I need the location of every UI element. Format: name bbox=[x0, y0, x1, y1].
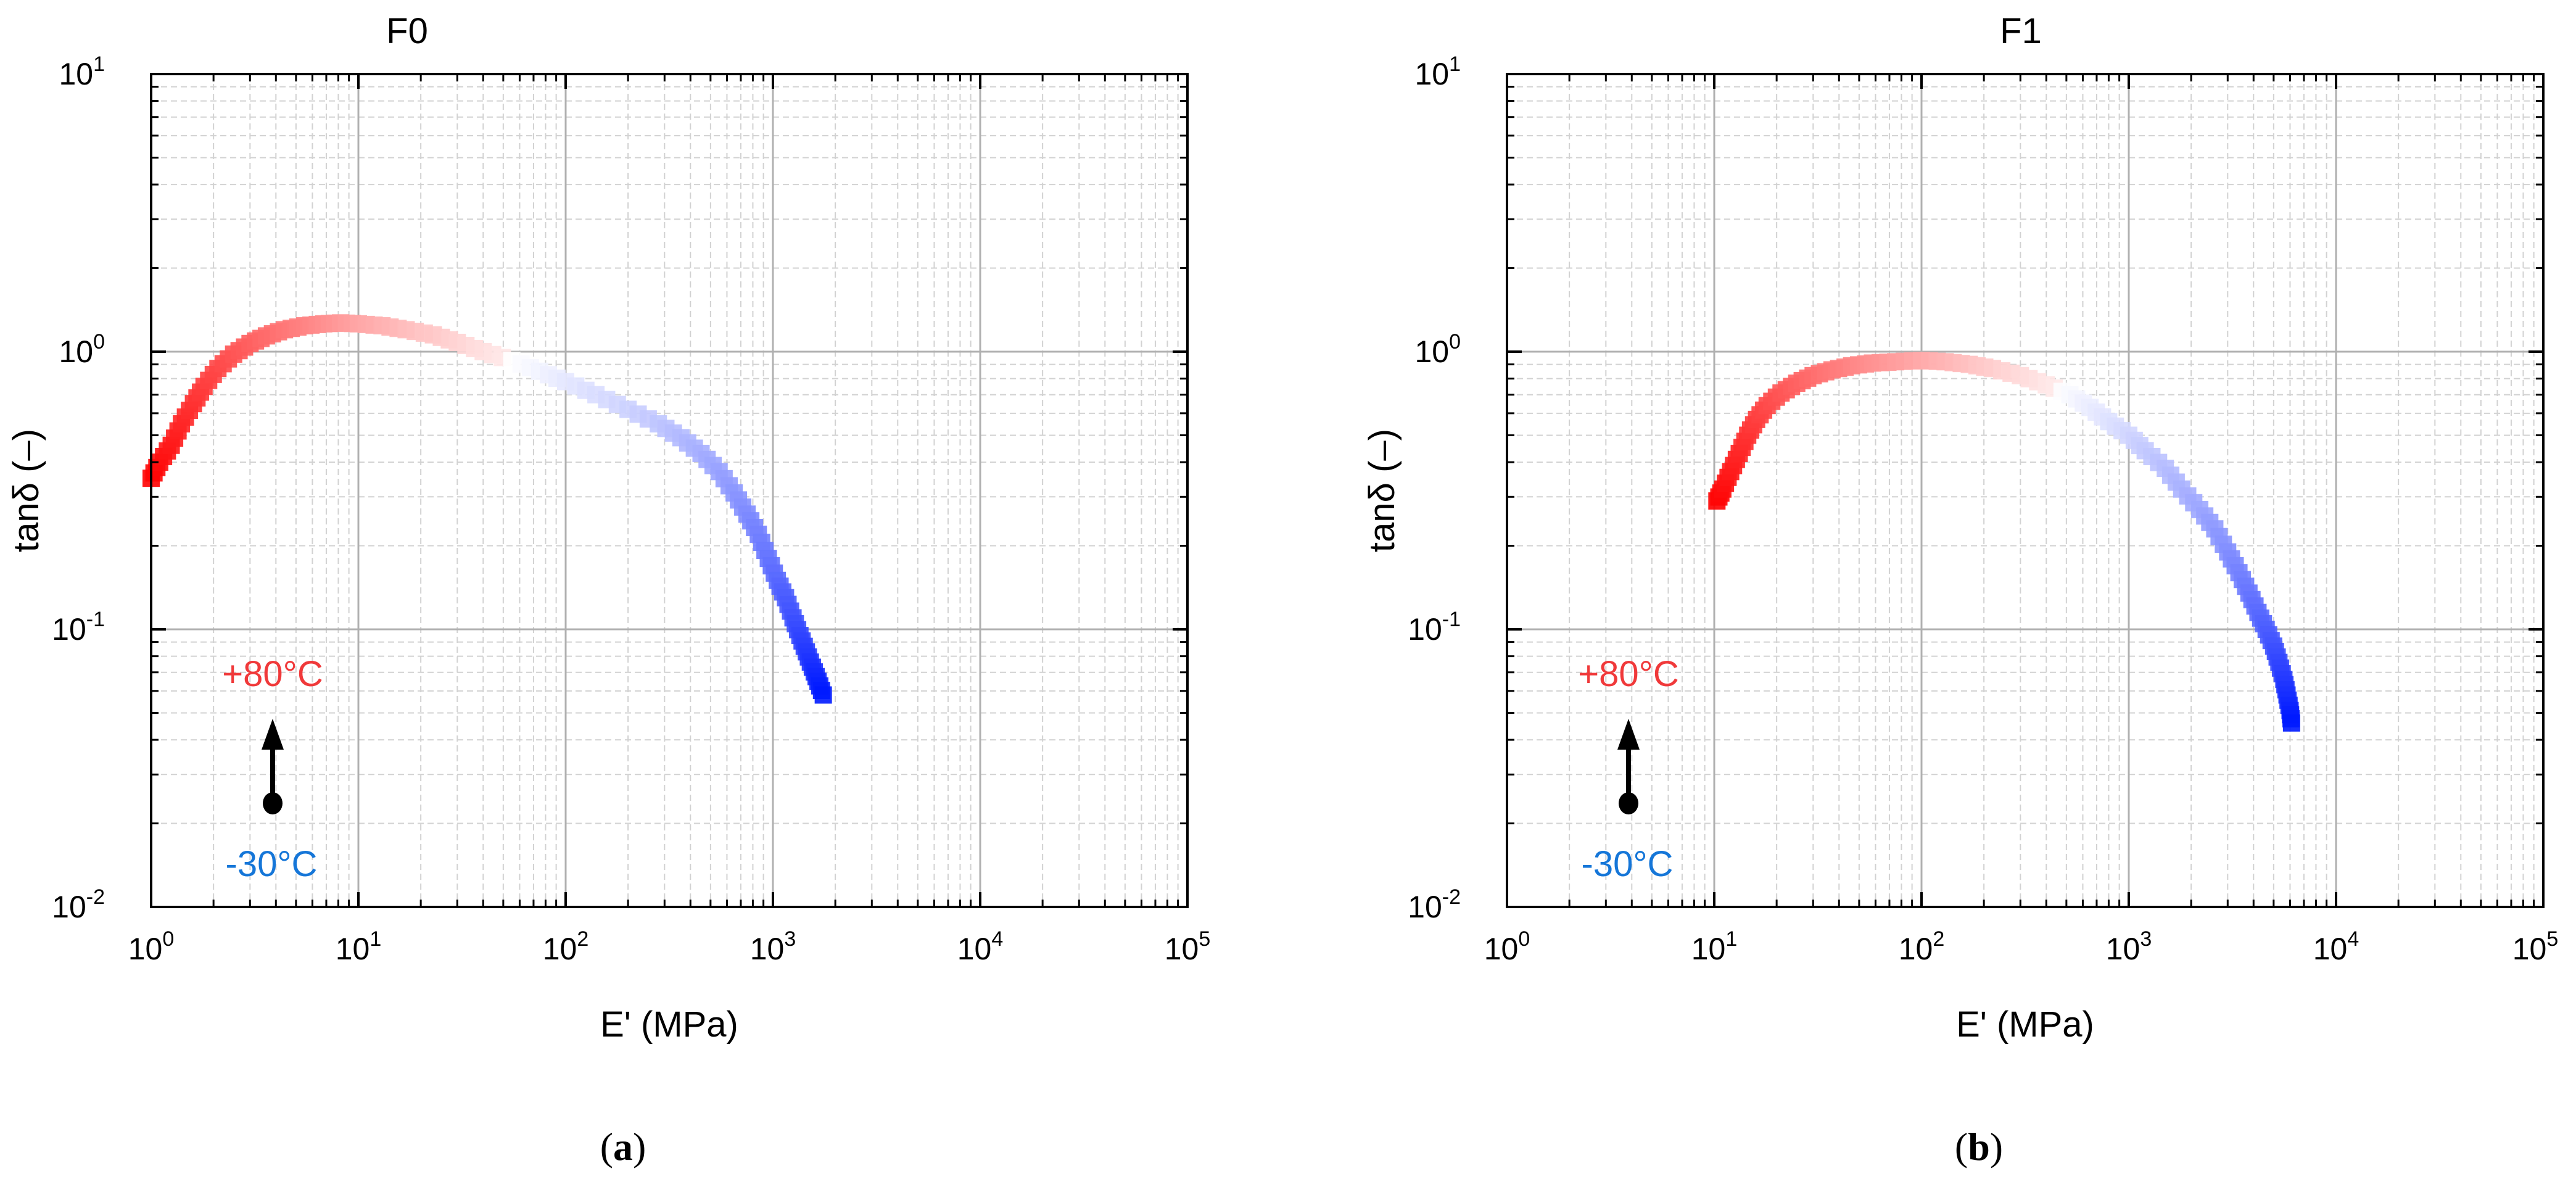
plot-frame bbox=[1506, 73, 2545, 908]
temperature-arrow bbox=[262, 719, 284, 814]
data-point bbox=[814, 686, 832, 704]
x-tick-label: 104 bbox=[2313, 927, 2359, 966]
x-tick-label: 100 bbox=[1484, 927, 1530, 966]
x-axis-label: E' (MPa) bbox=[1956, 1004, 2094, 1045]
chart-title: F1 bbox=[2000, 11, 2042, 51]
chart-title: F0 bbox=[386, 11, 428, 51]
x-tick-label: 101 bbox=[1691, 927, 1738, 966]
x-tick-label: 104 bbox=[957, 927, 1004, 966]
x-tick-label: 103 bbox=[750, 927, 796, 966]
y-tick-label: 101 bbox=[59, 52, 105, 91]
grid bbox=[150, 73, 1189, 908]
y-tick-label: 10-2 bbox=[52, 885, 105, 924]
y-tick-label: 10-1 bbox=[52, 608, 105, 647]
y-tick-label: 10-1 bbox=[1408, 608, 1461, 647]
chart-panel-b: F1 100 101 102 103 104 105 10-2 10-1 100… bbox=[1362, 11, 2558, 1169]
hot-temperature-label: +80°C bbox=[222, 654, 323, 694]
y-axis-label: tanδ (–) bbox=[1362, 429, 1402, 552]
x-tick-label: 105 bbox=[1165, 927, 1211, 966]
x-axis-label: E' (MPa) bbox=[600, 1004, 738, 1045]
x-tick-label: 105 bbox=[2512, 927, 2559, 966]
x-tick-label: 100 bbox=[128, 927, 175, 966]
hot-temperature-label: +80°C bbox=[1578, 654, 1678, 694]
y-axis-label: tanδ (–) bbox=[6, 429, 46, 552]
x-tick-label: 101 bbox=[336, 927, 382, 966]
data-points bbox=[1708, 352, 2300, 732]
plot-frame bbox=[150, 73, 1189, 908]
x-tick-label: 102 bbox=[1899, 927, 1945, 966]
axis-ticks bbox=[1506, 73, 2545, 908]
axis-ticks bbox=[150, 73, 1189, 908]
panel-caption: (b) bbox=[1955, 1125, 2003, 1169]
panel-caption: (a) bbox=[600, 1125, 646, 1169]
x-tick-label: 103 bbox=[2106, 927, 2152, 966]
chart-panel-a: F0 100 101 102 103 104 105 10-2 10-1 100… bbox=[6, 11, 1210, 1169]
x-tick-label: 102 bbox=[543, 927, 589, 966]
y-tick-label: 10-2 bbox=[1408, 885, 1461, 924]
y-tick-label: 100 bbox=[1414, 330, 1461, 369]
data-point bbox=[2282, 714, 2300, 732]
cold-temperature-label: -30°C bbox=[1582, 844, 1674, 884]
data-points bbox=[142, 314, 832, 704]
cold-temperature-label: -30°C bbox=[226, 844, 318, 884]
grid bbox=[1506, 73, 2545, 908]
y-tick-label: 101 bbox=[1414, 52, 1461, 91]
y-tick-label: 100 bbox=[59, 330, 105, 369]
temperature-arrow bbox=[1617, 719, 1640, 814]
